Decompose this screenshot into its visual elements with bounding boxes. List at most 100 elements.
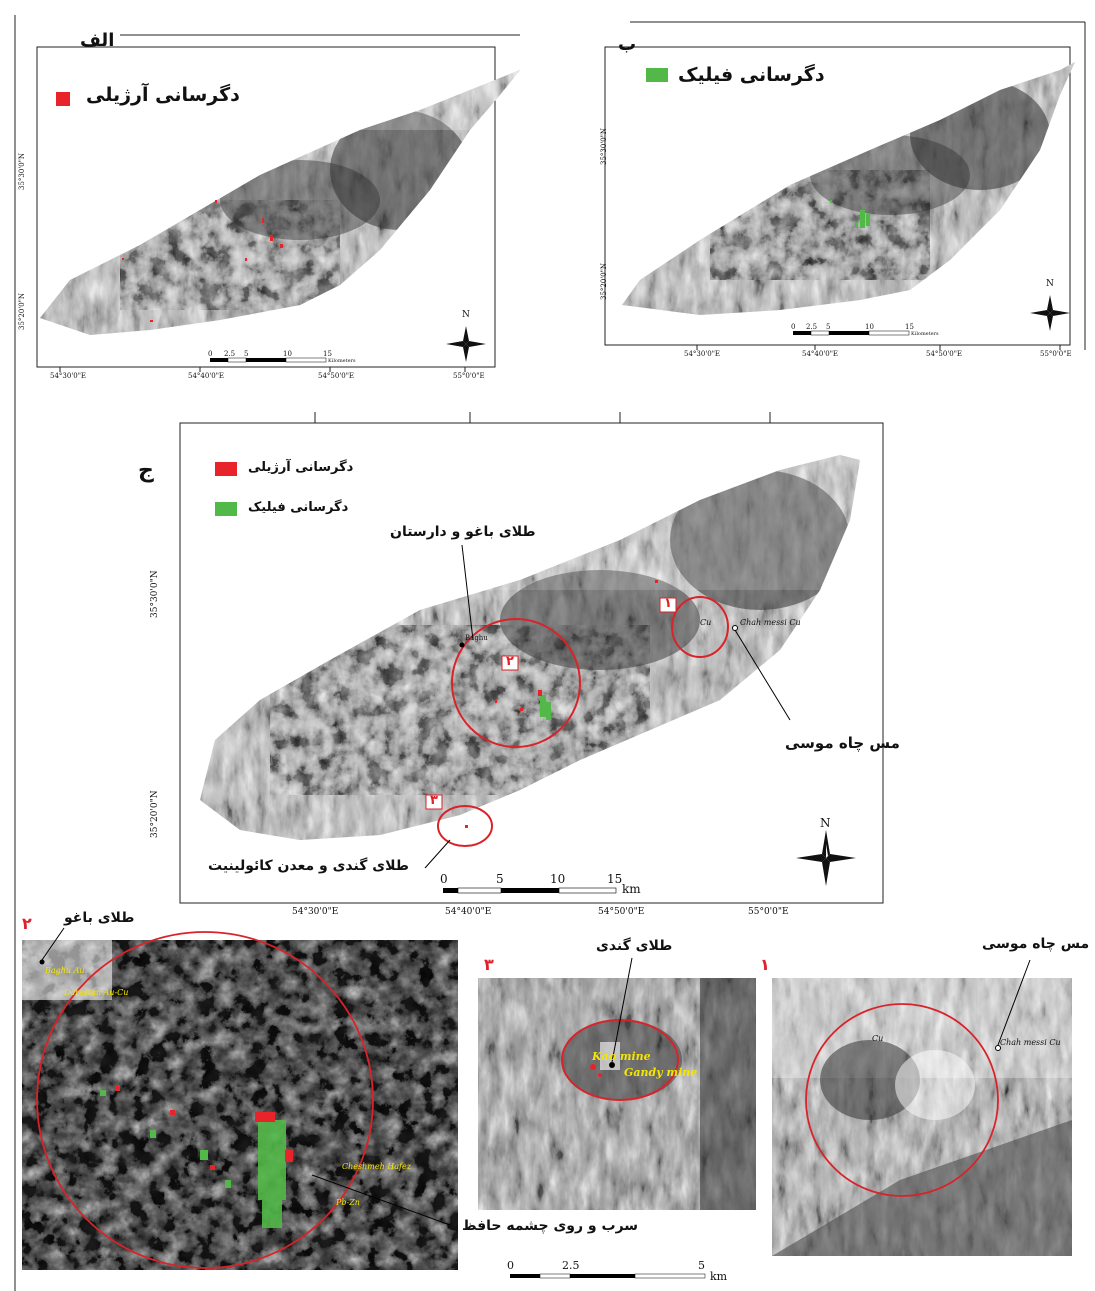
- panel-b-letter: ب: [618, 34, 637, 55]
- panel-a-scale-2: 5: [244, 350, 249, 358]
- panel-b-north-arrow: [1030, 295, 1070, 331]
- panel-c-north-label: N: [820, 816, 831, 830]
- panel-c-north-arrow: [796, 830, 856, 886]
- circle-3: [437, 805, 493, 847]
- chah-messi-point: [732, 625, 738, 631]
- panel-c-number-2: ۲: [506, 654, 514, 669]
- inset-1-number: ۱: [760, 955, 770, 974]
- panel-a-lat-tick-2: 35°20'0"N: [18, 292, 26, 330]
- inset-1-cu-label: Cu: [872, 1034, 884, 1043]
- panel-b-scale-1: 2.5: [806, 323, 818, 331]
- panel-b-scale-3: 10: [865, 323, 874, 331]
- panel-c-scale-1: 5: [496, 872, 504, 886]
- inset-2-baghu-point: [39, 959, 45, 965]
- panel-b-scale-0: 0: [791, 323, 796, 331]
- bottom-scale-2: 5: [698, 1259, 705, 1272]
- inset-3: [478, 957, 756, 1210]
- circle-1: [671, 596, 729, 658]
- panel-c-scale-3: 15: [607, 872, 623, 886]
- panel-b-scale-2: 5: [826, 323, 831, 331]
- panel-b-lon-tick-1: 54°30'0"E: [684, 350, 721, 358]
- panel-a-scale-unit: Kilometers: [328, 358, 356, 364]
- panel-b: [604, 21, 1086, 350]
- panel-c-lon-tick-1: 54°30'0"E: [292, 907, 339, 917]
- panel-b-scalebar: [793, 330, 910, 336]
- panel-a-scale-0: 0: [208, 350, 213, 358]
- inset-3-mine-point: [609, 1062, 615, 1068]
- panel-b-lon-tick-4: 55°0'0"E: [1040, 350, 1072, 358]
- inset-2-phyllic-cluster: [100, 1090, 286, 1228]
- panel-b-lon-tick-2: 54°40'0"E: [802, 350, 839, 358]
- inset-2-darestan-label: Darestan Au-Cu: [64, 988, 129, 997]
- inset-3-gandy-gold-label: طلای گندی: [596, 938, 673, 954]
- panel-c-baghu-label: Baghu: [465, 634, 488, 642]
- panel-c-lat-tick-1: 35°30'0"N: [150, 570, 160, 618]
- legend-a-argillic-label: دگرسانی آرژیلی: [86, 84, 240, 106]
- panel-a-scale-3: 10: [283, 350, 292, 358]
- panel-c-alteration-pixels: [465, 580, 658, 828]
- panel-a-lat-tick-1: 35°30'0"N: [18, 152, 26, 190]
- inset-1: [772, 959, 1072, 1256]
- panel-c-lat-tick-2: 35°20'0"N: [150, 790, 160, 838]
- panel-c-lon-tick-2: 54°40'0"E: [445, 907, 492, 917]
- panel-c-scale-0: 0: [440, 872, 448, 886]
- legend-b-phyllic-swatch: [646, 68, 668, 82]
- legend-c-argillic-swatch: [215, 462, 237, 476]
- bottom-scale-1: 2.5: [562, 1259, 580, 1272]
- panel-a-north-arrow: [446, 326, 486, 362]
- panel-a-lon-tick-3: 54°50'0"E: [318, 372, 355, 380]
- inset-2-pbzn-label: Pb-Zn: [336, 1198, 360, 1207]
- inset-2-lead-zinc-label: سرب و روی چشمه حافظ: [462, 1218, 639, 1234]
- panel-a-letter: الف: [80, 30, 115, 51]
- legend-c-phyllic-label: دگرسانی فیلیک: [248, 500, 349, 515]
- leader-gandy: [424, 839, 451, 869]
- label-gandy-kaolinite: طلای گندی و معدن کائولینیت: [208, 858, 409, 874]
- inset-1-chah-mousi-label: مس چاه موسی: [982, 936, 1090, 952]
- bottom-scalebar: [510, 1273, 706, 1279]
- inset-2-number: ۲: [22, 914, 32, 933]
- legend-c-argillic-label: دگرسانی آرژیلی: [248, 460, 354, 475]
- panel-c-lon-tick-4: 55°0'0"E: [748, 907, 789, 917]
- panel-a-scale-4: 15: [323, 350, 332, 358]
- inset-2-circle: [36, 931, 374, 1269]
- legend-c-phyllic-swatch: [215, 502, 237, 516]
- inset-1-circle: [805, 1003, 999, 1197]
- panel-a-argillic-pixels: [122, 200, 283, 322]
- panel-b-lat-tick-2: 35°20'0"N: [600, 262, 608, 300]
- panel-b-phyllic-pixels: [830, 200, 870, 228]
- panel-b-lat-tick-1: 35°30'0"N: [600, 127, 608, 165]
- baghu-point: [459, 642, 465, 648]
- panel-b-scale-unit: Kilometers: [911, 331, 939, 337]
- num3-box: [425, 794, 443, 810]
- panel-b-north-label: N: [1046, 279, 1054, 289]
- panel-c-letter: ج: [138, 458, 154, 483]
- bottom-scale-0: 0: [507, 1259, 514, 1272]
- inset-1-chah-messi-label: Chah messi Cu: [1000, 1038, 1061, 1047]
- panel-a-north-label: N: [462, 310, 470, 320]
- panel-c: [179, 412, 884, 904]
- inset-2-cheshmeh-label: Cheshmeh Hafez: [342, 1162, 411, 1171]
- inset-2: [22, 927, 458, 1270]
- panel-b-lon-tick-3: 54°50'0"E: [926, 350, 963, 358]
- panel-a-lon-tick-2: 54°40'0"E: [188, 372, 225, 380]
- panel-c-scale-2: 10: [550, 872, 566, 886]
- inset-2-baghu-au-label: Baghu Au: [45, 966, 85, 975]
- panel-c-lon-tick-3: 54°50'0"E: [598, 907, 645, 917]
- panel-a-scalebar: [210, 357, 327, 363]
- leader-chah-mousi: [734, 629, 791, 721]
- inset-2-argillic-cluster: [115, 1085, 293, 1170]
- inset-3-number: ۳: [484, 955, 494, 974]
- panel-a-scale-1: 2.5: [224, 350, 236, 358]
- label-baghu-darestan-gold: طلای باغو و دارستان: [390, 524, 536, 540]
- panel-c-cu-label: Cu: [700, 618, 712, 627]
- panel-a: [36, 34, 520, 372]
- inset-3-gandy-label: Gandy mine: [624, 1066, 698, 1079]
- inset-3-kao-label: Kao mine: [592, 1050, 651, 1063]
- panel-a-lon-tick-4: 55°0'0"E: [453, 372, 485, 380]
- num2-box: [501, 655, 519, 671]
- panel-c-number-1: ۱: [664, 596, 672, 611]
- legend-a-argillic-swatch: [56, 92, 70, 106]
- label-chah-mousi-copper: مس چاه موسی: [785, 734, 900, 752]
- leader-baghu: [461, 544, 474, 641]
- panel-b-ticks: [696, 345, 1061, 350]
